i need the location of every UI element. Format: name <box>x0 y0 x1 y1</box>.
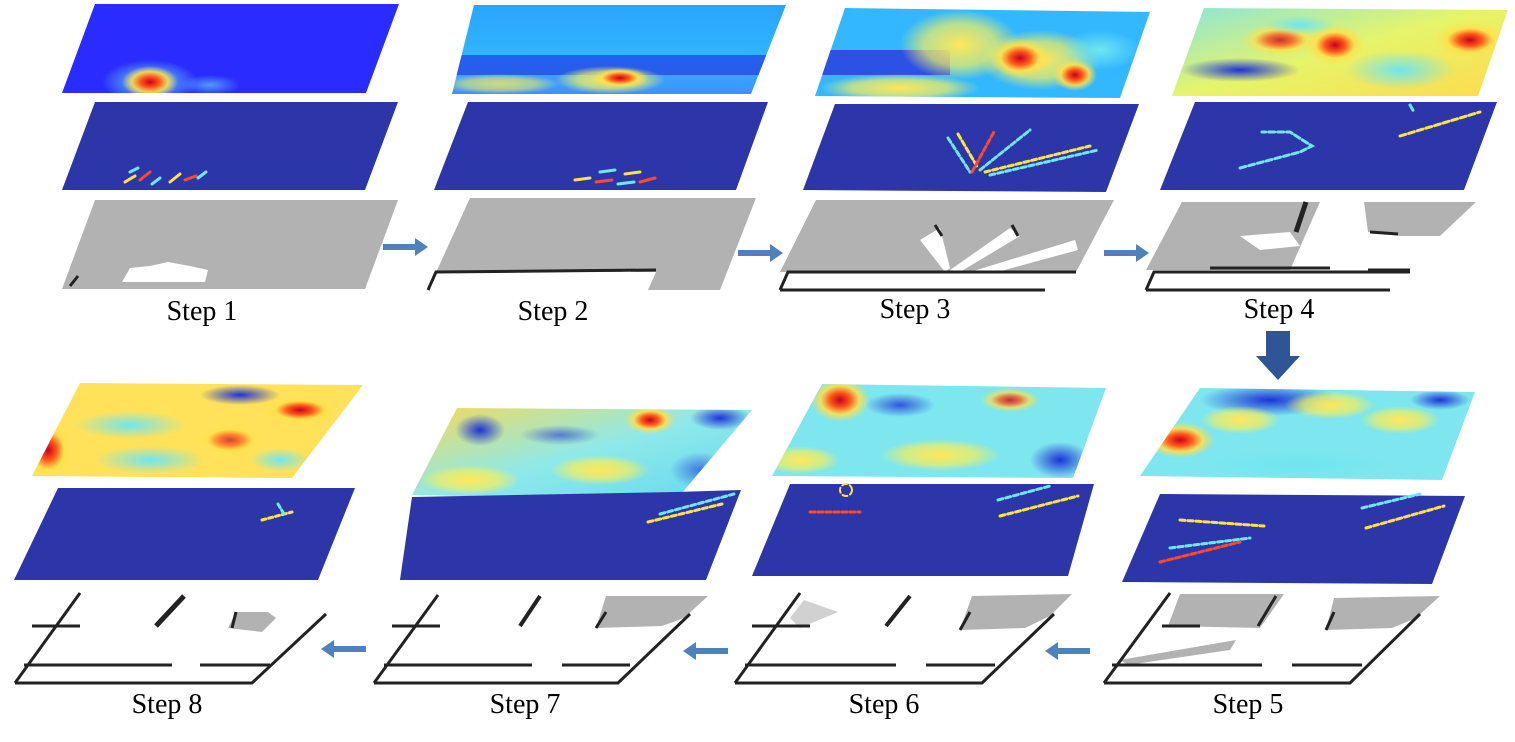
step-6-label: Step 6 <box>849 689 920 720</box>
step-4-occupancy-map <box>1144 201 1476 292</box>
step-8-panel <box>13 383 363 685</box>
step-7-sparse-map <box>400 490 741 580</box>
step-4-sparse-map <box>1160 102 1497 190</box>
step-1-panel <box>62 4 399 289</box>
arrow-step2-to-step3 <box>738 244 783 262</box>
arrow-step1-to-step2 <box>383 238 428 256</box>
step-3-heatmap <box>815 8 1150 98</box>
step-3-sparse-map <box>803 104 1139 192</box>
step-8-occupancy-map <box>13 592 328 685</box>
step-5-occupancy-map <box>1102 592 1440 685</box>
step-8-label: Step 8 <box>132 689 203 720</box>
step-1-label: Step 1 <box>167 296 238 327</box>
step-4-heatmap <box>1172 8 1508 96</box>
step-5-panel <box>1102 388 1475 685</box>
step-7-occupancy-map <box>372 594 708 685</box>
step-5-label: Step 5 <box>1213 689 1284 720</box>
step-5-heatmap <box>1140 388 1475 480</box>
arrow-step3-to-step4 <box>1104 244 1149 262</box>
step-7-heatmap <box>412 408 752 500</box>
step-7-panel <box>372 408 752 685</box>
step-2-panel <box>426 5 786 291</box>
step-2-sparse-map <box>434 102 768 190</box>
step-6-heatmap <box>772 384 1106 478</box>
step-1-sparse-map <box>62 102 398 190</box>
step-1-heatmap <box>62 4 399 93</box>
step-2-label: Step 2 <box>518 296 589 327</box>
step-8-sparse-map <box>14 488 355 580</box>
step-6-occupancy-map <box>733 592 1072 685</box>
step-3-label: Step 3 <box>880 294 951 325</box>
step-6-sparse-map <box>752 483 1094 576</box>
step-1-occupancy-map <box>62 200 398 289</box>
step-6-panel <box>733 384 1106 685</box>
step-4-label: Step 4 <box>1244 294 1315 325</box>
step-7-label: Step 7 <box>490 689 561 720</box>
arrow-step5-to-step6 <box>1045 642 1090 660</box>
arrow-step4-to-step5 <box>1256 331 1300 380</box>
step-4-panel <box>1144 8 1508 292</box>
step-3-occupancy-map <box>778 200 1114 292</box>
step-2-occupancy-map <box>426 198 756 291</box>
step-8-heatmap <box>32 383 363 478</box>
arrow-step6-to-step7 <box>683 642 728 660</box>
step-5-sparse-map <box>1122 492 1465 584</box>
arrow-step7-to-step8 <box>321 640 366 658</box>
step-3-panel <box>778 8 1150 292</box>
step-2-heatmap <box>452 5 786 94</box>
